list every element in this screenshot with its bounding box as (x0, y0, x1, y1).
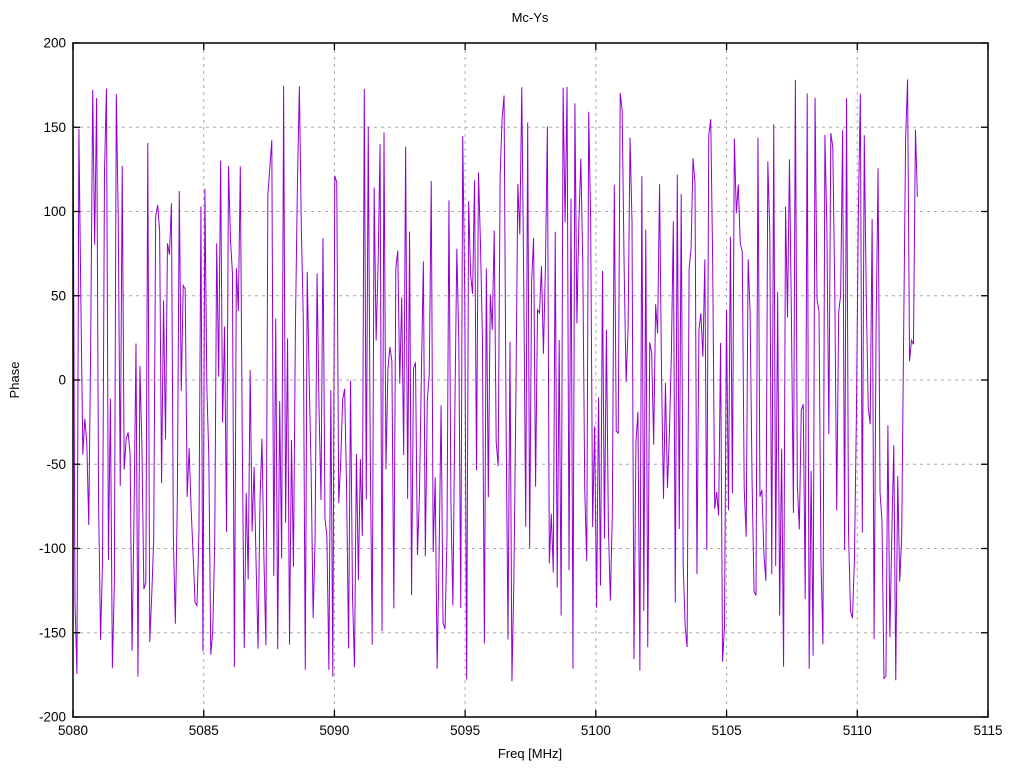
x-tick-label: 5080 (58, 723, 88, 738)
y-tick-label: 0 (58, 373, 66, 388)
y-tick-label: -100 (39, 541, 66, 556)
y-tick-label: -200 (39, 710, 66, 725)
y-tick-label: 100 (43, 204, 66, 219)
y-tick-label: 200 (43, 36, 66, 51)
x-tick-label: 5110 (843, 723, 872, 738)
tick-layer (72, 42, 989, 718)
x-tick-label: 5115 (973, 723, 1002, 738)
y-tick-label: 150 (43, 120, 66, 135)
tick-label-layer: 5080 5085 5090 5095 5100 5105 5110 5115 -200 -150… (39, 36, 1003, 739)
y-axis-label: Phase (7, 362, 22, 399)
y-tick-label: -150 (39, 625, 66, 640)
y-tick-label: 50 (51, 288, 66, 303)
x-tick-label: 5105 (712, 723, 742, 738)
phase-data-line (72, 79, 918, 682)
y-tick-label: -50 (46, 457, 66, 472)
x-tick-label: 5095 (450, 723, 480, 738)
x-tick-label: 5085 (189, 723, 219, 738)
x-tick-label: 5100 (581, 723, 611, 738)
x-tick-label: 5090 (319, 723, 349, 738)
chart-title: Mc-Ys (512, 10, 549, 25)
x-axis-label: Freq [MHz] (498, 746, 562, 761)
data-layer (72, 79, 918, 682)
